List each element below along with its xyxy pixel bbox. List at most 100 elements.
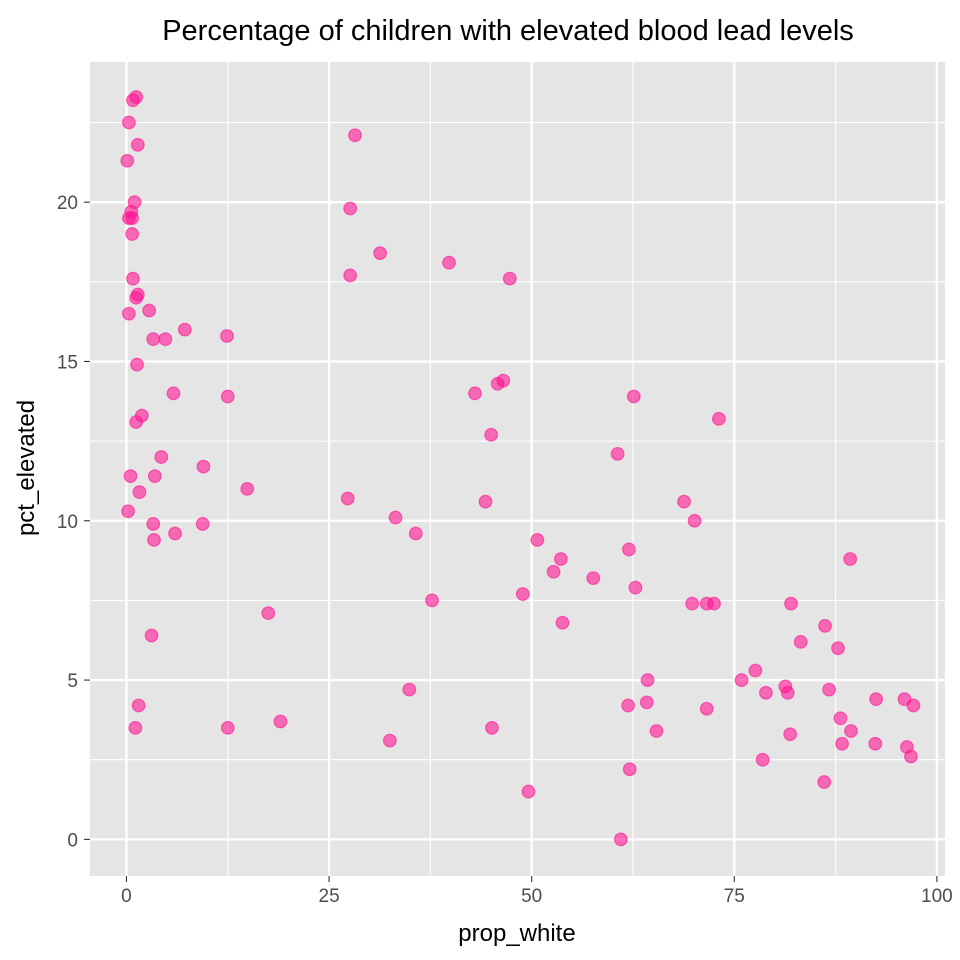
data-point	[868, 736, 883, 751]
data-point	[758, 685, 773, 700]
x-tick-label: 100	[921, 886, 953, 907]
data-point	[147, 532, 161, 547]
x-axis: 0 25 50 75 100	[121, 876, 953, 907]
data-point	[711, 411, 726, 426]
data-point	[142, 303, 157, 318]
data-point	[128, 720, 143, 735]
data-point	[677, 494, 691, 509]
data-point	[348, 128, 362, 143]
data-point	[626, 389, 641, 404]
data-point	[530, 532, 545, 547]
data-point	[831, 641, 845, 656]
data-point	[835, 736, 849, 751]
x-axis-label: prop_white	[458, 920, 575, 947]
data-point	[515, 587, 530, 601]
data-point	[780, 685, 795, 700]
data-point	[425, 593, 439, 608]
data-point	[640, 673, 655, 687]
data-point	[343, 268, 358, 283]
data-point	[129, 90, 144, 104]
data-point	[125, 211, 140, 226]
data-point	[521, 784, 536, 799]
data-point	[755, 752, 770, 767]
data-point	[546, 564, 561, 579]
data-point	[168, 526, 182, 541]
y-tick-label: 0	[67, 830, 78, 851]
data-point	[388, 510, 403, 525]
data-point	[869, 692, 884, 707]
data-point	[220, 389, 235, 404]
data-point	[144, 628, 159, 643]
x-tick-label: 25	[319, 886, 340, 907]
data-point	[196, 459, 211, 474]
y-axis-label: pct_elevated	[13, 400, 40, 536]
x-tick-label: 50	[521, 886, 542, 907]
data-point	[610, 446, 625, 461]
data-point	[123, 469, 138, 484]
data-point	[555, 615, 570, 630]
data-point	[586, 571, 601, 586]
data-point	[130, 137, 145, 152]
data-point	[490, 376, 505, 391]
data-point	[748, 663, 763, 678]
data-point	[784, 596, 798, 611]
data-point	[817, 775, 832, 789]
data-point	[685, 596, 700, 611]
data-point	[478, 494, 493, 509]
data-point	[166, 386, 181, 401]
data-point	[484, 427, 499, 442]
data-point	[154, 450, 169, 464]
x-tick-label: 75	[724, 886, 745, 907]
data-point	[613, 832, 628, 847]
data-point	[122, 115, 136, 130]
data-point	[146, 332, 161, 347]
data-point	[146, 517, 161, 531]
data-point	[628, 580, 643, 595]
data-points	[120, 90, 921, 847]
y-tick-label: 20	[57, 193, 78, 214]
y-tick-label: 15	[57, 352, 78, 373]
data-point	[147, 469, 162, 484]
data-point	[818, 619, 832, 633]
data-point	[553, 552, 568, 566]
data-point	[220, 720, 235, 735]
data-point	[373, 246, 388, 261]
major-gridlines	[90, 62, 945, 876]
data-point	[158, 332, 173, 347]
data-point	[177, 322, 192, 337]
data-point	[130, 357, 144, 372]
data-point	[129, 290, 144, 305]
data-point	[340, 491, 355, 506]
data-point	[833, 711, 848, 726]
data-point	[131, 698, 146, 713]
data-point	[822, 682, 837, 697]
data-point	[622, 542, 636, 557]
data-point	[129, 415, 144, 429]
data-point	[408, 526, 423, 541]
data-point	[220, 329, 234, 343]
data-point	[126, 271, 140, 286]
data-point	[122, 306, 136, 321]
data-point	[402, 682, 417, 697]
data-point	[132, 485, 147, 499]
data-point	[125, 227, 140, 241]
data-point	[649, 724, 664, 738]
data-point	[793, 634, 808, 649]
data-point	[261, 606, 276, 621]
minor-gridlines	[90, 62, 945, 876]
data-point	[783, 727, 798, 742]
data-point	[904, 749, 918, 764]
plot-panel	[90, 62, 945, 876]
data-point	[844, 724, 858, 738]
data-point	[734, 673, 749, 687]
data-point	[195, 517, 210, 531]
data-point	[622, 762, 637, 777]
data-point	[485, 720, 499, 735]
data-point	[382, 733, 397, 748]
data-point	[273, 714, 288, 729]
data-point	[121, 504, 135, 519]
data-point	[687, 513, 702, 528]
data-point	[343, 201, 358, 216]
data-point	[120, 153, 135, 168]
y-axis: 0 5 10 15 20	[57, 193, 90, 851]
